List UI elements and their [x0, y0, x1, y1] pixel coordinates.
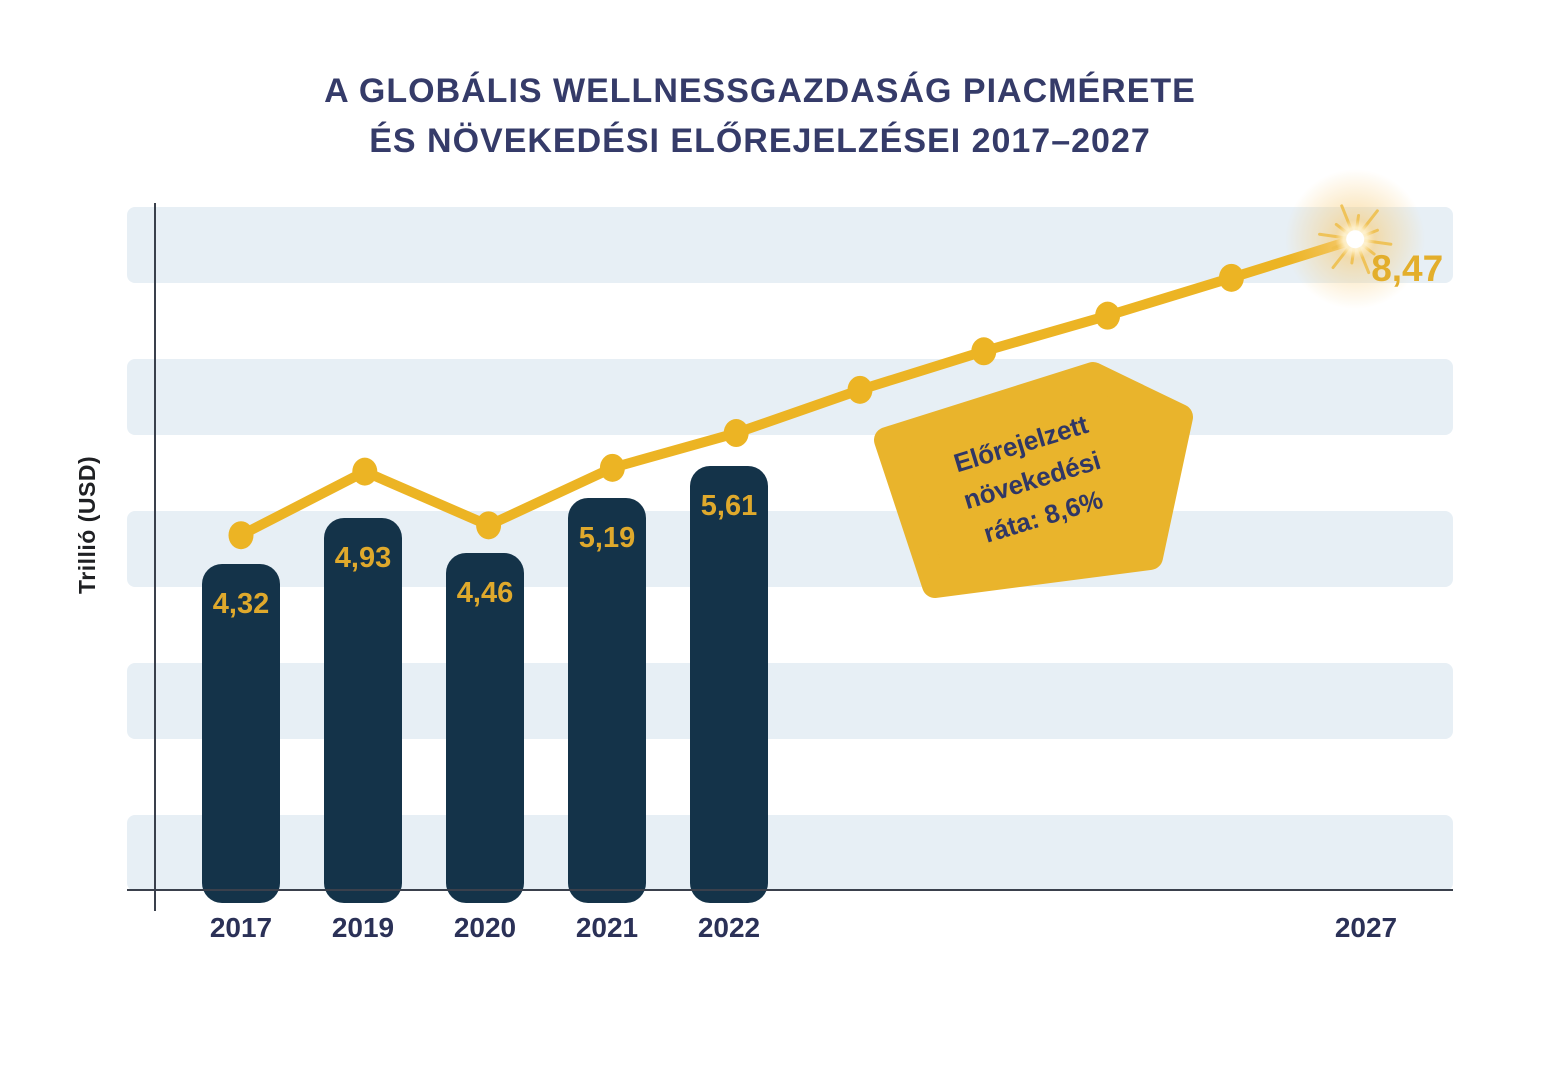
bar-value-label: 5,61 [700, 490, 758, 523]
line-marker [352, 457, 378, 486]
bar-2017: 4,32 [202, 563, 280, 903]
x-tick-2017: 2017 [209, 912, 273, 943]
line-marker [1095, 301, 1121, 330]
x-tick-2021: 2021 [575, 912, 639, 943]
x-tick-2022: 2022 [697, 912, 761, 943]
bar-value-label: 4,93 [334, 541, 392, 574]
bar-2019: 4,93 [324, 517, 402, 903]
chart-title: A GLOBÁLIS WELLNESSGAZDASÁG PIACMÉRETE É… [130, 66, 1390, 166]
end-value-label: 8,47 [1371, 248, 1444, 290]
bar-value-label: 4,46 [456, 577, 514, 610]
y-axis-label: Trillió (USD) [74, 455, 100, 595]
x-axis-line [127, 889, 1453, 891]
x-tick-2020: 2020 [453, 912, 517, 943]
line-marker [599, 453, 625, 482]
x-tick-2019: 2019 [331, 912, 395, 943]
x-tick-2027: 2027 [1334, 912, 1398, 943]
bar-value-label: 4,32 [212, 587, 270, 620]
bar-2022: 5,61 [690, 466, 768, 903]
chart-title-line1: A GLOBÁLIS WELLNESSGAZDASÁG PIACMÉRETE [324, 72, 1196, 110]
bar-2020: 4,46 [446, 553, 524, 903]
y-axis-line [154, 203, 156, 911]
stripe-band [127, 359, 1453, 435]
y-axis-label-wrap: Trillió (USD) [74, 400, 108, 650]
bar-2021: 5,19 [568, 498, 646, 903]
bar-value-label: 5,19 [578, 522, 636, 555]
chart-title-line2: ÉS NÖVEKEDÉSI ELŐREJELZÉSEI 2017–2027 [369, 122, 1151, 160]
stripe-band [127, 207, 1453, 283]
